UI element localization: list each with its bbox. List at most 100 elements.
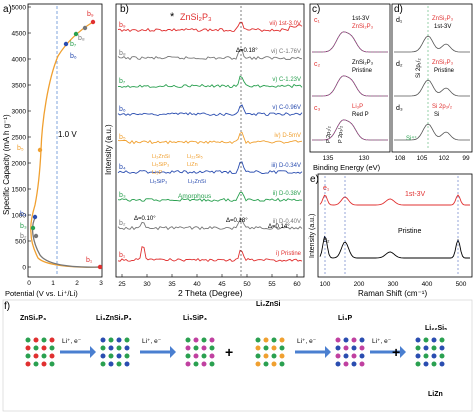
panel-d-subpanels: d₁ ZnSi₂P₃ 1st-3V d₂ ZnSi₂P₃ Pristine d₃ Si 2p₃… [394, 6, 470, 150]
e-xtick-label: 400 [422, 281, 433, 288]
b-trace [117, 246, 303, 263]
f-atom [124, 345, 130, 351]
f-compound-label: Li₃ZnSi₂P₃ [96, 315, 132, 322]
f-atom [25, 345, 31, 351]
b-trace-right-label: vi) C-1.76V [271, 49, 301, 55]
a-point-marker [30, 225, 36, 231]
f-atom [116, 353, 122, 359]
b-legend5-item: Li₂ZnSi [152, 154, 170, 160]
f-atom [423, 345, 429, 351]
f-atom [335, 361, 341, 367]
d-sub-label: ZnSi₂P₃ [432, 60, 454, 66]
c-spectrum [312, 75, 388, 97]
panel-f: f) ZnSi₂P₃ Li₃ZnSi₂P₃ Li₅SiP₃ Li₂ZnSi Li₃P Li… [2, 299, 473, 412]
f-atom [41, 345, 47, 351]
f-arrow-head [170, 346, 176, 358]
a-ytick-label: 2000 [12, 161, 27, 168]
a-xtick-label: 0 [27, 280, 31, 287]
b-xtick-label: 50 [243, 281, 251, 288]
panel-a-yticks: 0 500 1000 1500 2000 2500 3000 3500 4000 4500 5000 [12, 5, 31, 272]
d-xtick-label: 108 [395, 155, 406, 162]
c-fit [312, 119, 388, 141]
d-spectrum [394, 35, 470, 53]
b-trace [117, 218, 303, 231]
panel-d-letter: d) [394, 4, 403, 15]
panel-c-frame [309, 3, 391, 153]
b-trace-right-label: ii) D-0.38V [273, 191, 301, 197]
f-atom [185, 345, 191, 351]
f-atom [351, 345, 357, 351]
e-xtick-label: 300 [388, 281, 399, 288]
f-atom [201, 361, 207, 367]
f-atom [263, 361, 269, 367]
c-sub-label: 1st-3V [352, 16, 369, 22]
c-sub-sublabel: Pristine [352, 68, 373, 74]
f-compound-label: ZnSi₂P₃ [20, 315, 46, 322]
panel-b: b) ZnSi₂P₃ * Intensity (a.u.) b₉ vii) 1st… [104, 3, 305, 298]
f-atom [351, 353, 357, 359]
panel-b-amorphous: Amorphous [178, 193, 212, 200]
a-point-marker [33, 233, 39, 239]
b-trace [117, 131, 303, 145]
b-trace-right-label: v) C-1.23V [272, 77, 301, 83]
f-atom [423, 337, 429, 343]
a-xtick-label: 1 [51, 280, 55, 287]
c-spectrum [312, 31, 388, 53]
b-trace-right-label: ii) D-0.40V [273, 219, 301, 225]
d-sub-id: d₁ [396, 17, 403, 24]
f-atom [33, 345, 39, 351]
panel-e-curves [319, 176, 470, 275]
f-atom [351, 337, 357, 343]
f-atom [193, 361, 199, 367]
f-atom [359, 345, 365, 351]
f-atom [209, 337, 215, 343]
c-xtick-label: 135 [323, 155, 334, 162]
panel-f-schematic: ZnSi₂P₃ Li₃ZnSi₂P₃ Li₅SiP₃ Li₂ZnSi Li₃P Li₂₂S… [20, 301, 447, 398]
a-xtick-label: 2 [75, 280, 79, 287]
f-atom [108, 337, 114, 343]
c-peak-label: P 2p₃/₂ [338, 126, 344, 143]
panel-b-title-star: * [170, 11, 175, 23]
a-ytick-label: 500 [15, 239, 26, 246]
f-atom [335, 353, 341, 359]
d-spectrum [394, 123, 470, 141]
c-sub-label: ZnSi₂P₃ [352, 60, 374, 66]
f-atom [279, 345, 285, 351]
panel-a-frame [27, 3, 103, 278]
b-trace-left-label: b₃ [119, 192, 126, 199]
panel-e-label2: Pristine [398, 228, 421, 235]
f-atom [351, 361, 357, 367]
f-plus: + [392, 344, 400, 360]
b-trace-left-label: b₈ [119, 50, 126, 57]
f-atom [49, 345, 55, 351]
a-point-label: b₄ [20, 211, 27, 218]
f-atom [41, 353, 47, 359]
f-atom [255, 361, 261, 367]
f-atom [271, 361, 277, 367]
f-atom [100, 345, 106, 351]
panel-c-letter: c) [312, 4, 320, 15]
a-point-label: b₈ [78, 35, 85, 42]
b-xtick-label: 35 [168, 281, 176, 288]
d-xtick-label: 105 [417, 155, 428, 162]
f-atom [116, 361, 122, 367]
f-atom [431, 345, 437, 351]
a-point-marker [63, 41, 69, 47]
panel-a-xlabel: Potential (V vs. Li⁺/Li) [5, 289, 78, 298]
c-sub-sublabel: ZnSi₂P₃ [352, 24, 374, 30]
panel-b-ylabel: Intensity (a.u.) [104, 124, 113, 175]
f-atom [41, 337, 47, 343]
c-fit [312, 75, 388, 97]
panel-b-title: ZnSi₂P₃ [180, 12, 212, 22]
a-point-label: b₆ [70, 53, 77, 60]
a-ytick-label: 1000 [12, 213, 27, 220]
panel-e-letter: e) [310, 174, 319, 185]
panel-d-frame [391, 3, 473, 153]
e-xtick-label: 200 [354, 281, 365, 288]
panel-b-delta1: Δ=0.18° [236, 48, 258, 54]
c-fit [312, 31, 388, 53]
b-trace-left-label: b₂ [119, 220, 126, 227]
f-compound-label: LiZn [428, 391, 443, 398]
f-arrow-label: Li⁺, e⁻ [372, 338, 392, 345]
